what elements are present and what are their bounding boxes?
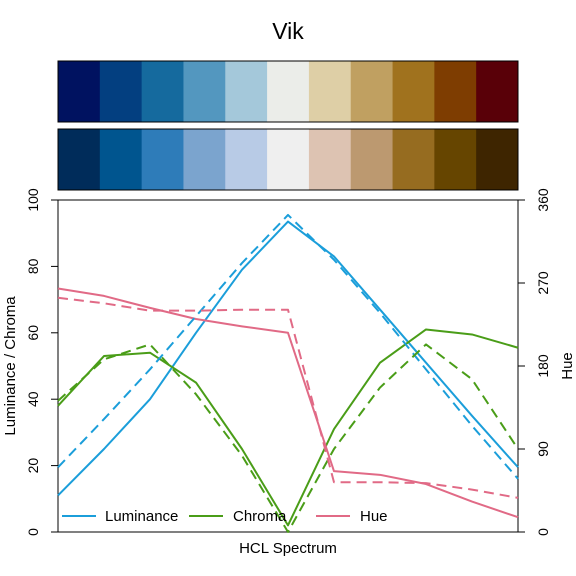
series-line-chroma bbox=[57, 328, 519, 527]
series-line-hue bbox=[57, 287, 519, 519]
x-axis-label: HCL Spectrum bbox=[239, 540, 337, 557]
y-axis-label-left: Luminance / Chroma bbox=[2, 296, 19, 436]
series-line-hue-bottom-palette bbox=[57, 296, 519, 499]
y-tick-label-right: 180 bbox=[535, 354, 551, 378]
y-tick-label-right: 0 bbox=[535, 528, 551, 536]
y-tick-label-left: 0 bbox=[25, 528, 41, 536]
palette-bottom-swatch bbox=[99, 129, 143, 190]
series-line-luminance-bottom-palette bbox=[57, 213, 519, 480]
series-lines bbox=[57, 213, 519, 533]
y-tick-label-right: 270 bbox=[535, 271, 551, 295]
y-tick-label-right: 90 bbox=[535, 441, 551, 457]
palette-bottom-swatch bbox=[434, 129, 477, 190]
palette-top-swatch bbox=[58, 61, 101, 122]
plot-frame bbox=[57, 199, 519, 533]
palette-top-swatch bbox=[350, 61, 393, 122]
palette-top-swatch bbox=[99, 61, 143, 122]
palette-bottom-swatch bbox=[141, 129, 184, 190]
palette-bottom-swatch bbox=[58, 129, 101, 190]
palette-bottom-border bbox=[57, 128, 519, 191]
palette-top-swatch bbox=[308, 61, 352, 122]
palette-strip-top bbox=[57, 60, 519, 123]
palette-top-swatch bbox=[183, 61, 226, 122]
y-tick-label-left: 80 bbox=[25, 258, 41, 274]
palette-bottom-swatch bbox=[267, 129, 310, 190]
palette-strip-bottom bbox=[57, 128, 519, 191]
palette-bottom-swatch bbox=[350, 129, 393, 190]
y-axis-label-right: Hue bbox=[559, 352, 576, 380]
palette-top-border bbox=[57, 60, 519, 123]
series-line-luminance bbox=[57, 220, 519, 497]
palette-top-swatch bbox=[434, 61, 477, 122]
y-tick-label-left: 20 bbox=[25, 458, 41, 474]
palette-top-swatch bbox=[392, 61, 435, 122]
legend-label-chroma: Chroma bbox=[233, 508, 287, 525]
palette-top-swatch bbox=[141, 61, 184, 122]
y-tick-label-left: 100 bbox=[25, 188, 41, 212]
palette-bottom-swatch bbox=[308, 129, 352, 190]
palette-top-swatch bbox=[267, 61, 310, 122]
chart-title: Vik bbox=[272, 18, 304, 44]
palette-bottom-swatch bbox=[183, 129, 226, 190]
palette-bottom-swatch bbox=[392, 129, 435, 190]
legend: Luminance Chroma Hue bbox=[62, 508, 388, 525]
palette-top-swatch bbox=[476, 61, 519, 122]
y-tick-label-right: 360 bbox=[535, 188, 551, 212]
palette-bottom-swatch bbox=[476, 129, 519, 190]
axes: 0 20 40 60 80 100 0 90 180 270 360 bbox=[25, 188, 551, 536]
legend-label-hue: Hue bbox=[360, 508, 388, 525]
series-line-chroma-bottom-palette bbox=[57, 343, 519, 533]
y-tick-label-left: 40 bbox=[25, 391, 41, 407]
y-tick-label-left: 60 bbox=[25, 325, 41, 341]
legend-label-luminance: Luminance bbox=[105, 508, 178, 525]
palette-top-swatch bbox=[225, 61, 268, 122]
palette-bottom-swatch bbox=[225, 129, 268, 190]
